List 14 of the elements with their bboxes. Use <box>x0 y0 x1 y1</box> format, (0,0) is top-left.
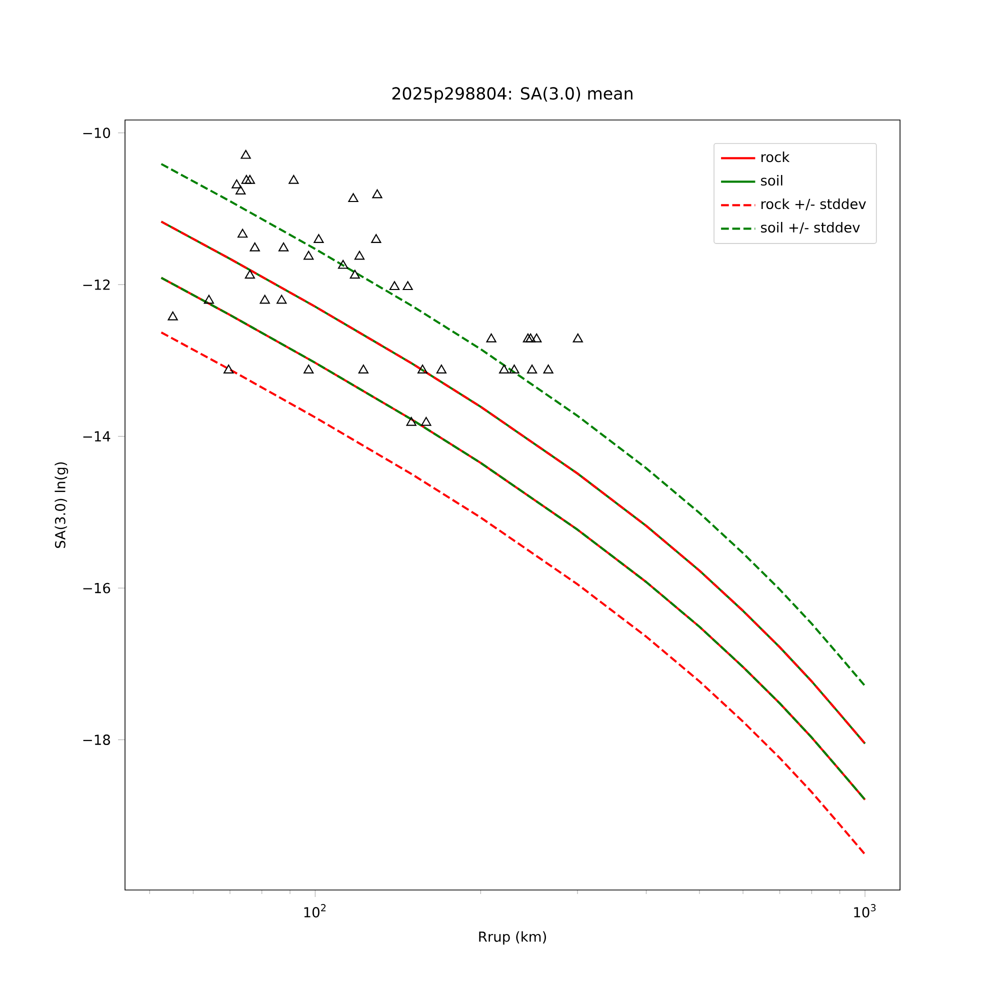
legend-label: rock +/- stddev <box>761 198 866 210</box>
legend-label: soil +/- stddev <box>760 222 860 234</box>
legend-label: rock <box>761 151 790 162</box>
y-axis-title: SA(3.0) ln(g) <box>54 462 68 548</box>
x-tick-label: 10$^{2}$ <box>304 904 326 918</box>
y-tick-label: −18 <box>83 734 110 745</box>
y-tick-label: −14 <box>83 431 110 442</box>
chart-title: 2025p298804: SA(3.0) mean <box>392 86 632 103</box>
x-axis-title: Rrup (km) <box>479 931 546 945</box>
x-tick-label: 10$^{3}$ <box>854 904 876 918</box>
y-tick-label: −10 <box>83 128 110 138</box>
legend-label: soil <box>760 174 782 186</box>
y-tick-label: −12 <box>83 279 110 290</box>
y-tick-label: −16 <box>83 582 110 594</box>
